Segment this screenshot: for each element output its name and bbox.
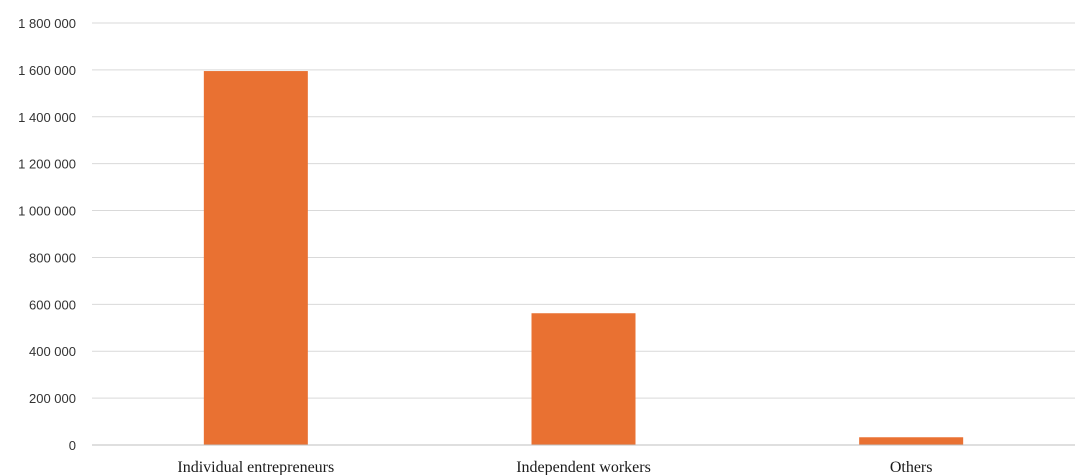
y-tick-label: 1 000 000 — [18, 204, 76, 219]
y-axis-tick-labels: 0 200 000 400 000 600 000 800 000 1 000 000 1 … — [18, 16, 76, 453]
bars — [203, 71, 964, 446]
y-tick-label: 800 000 — [29, 250, 76, 265]
bar-others — [859, 437, 964, 445]
bar-individual-entrepreneurs — [203, 71, 308, 446]
y-tick-label: 600 000 — [29, 297, 76, 312]
bar-independent-workers — [531, 313, 636, 445]
y-tick-label: 1 400 000 — [18, 110, 76, 125]
y-tick-label: 400 000 — [29, 344, 76, 359]
x-category-label: Others — [890, 459, 933, 475]
y-tick-label: 1 800 000 — [18, 16, 76, 31]
y-tick-label: 1 600 000 — [18, 63, 76, 78]
y-tick-label: 200 000 — [29, 391, 76, 406]
x-category-label: Independent workers — [516, 459, 651, 475]
x-category-label: Individual entrepreneurs — [177, 459, 334, 475]
y-tick-label: 1 200 000 — [18, 157, 76, 172]
x-axis-category-labels: Individual entrepreneurs Independent work… — [177, 459, 932, 475]
y-tick-label: 0 — [69, 438, 76, 453]
